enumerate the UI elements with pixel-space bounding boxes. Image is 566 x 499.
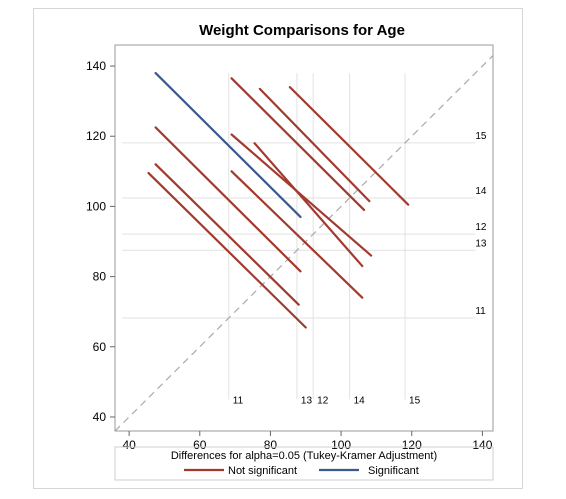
bottom-level-label-13: 13 [301, 395, 313, 406]
not-significant-segment-9 [258, 87, 371, 203]
x-tick-label-40: 40 [122, 438, 136, 452]
lines-of-means-chart: Weight Comparisons for Age 1111131312121… [86, 22, 494, 481]
legend-box [114, 446, 494, 481]
y-tick-label-100: 100 [86, 199, 106, 213]
not-significant-segment-2 [154, 163, 300, 306]
plot-area-border [114, 44, 494, 432]
chart-title: Weight Comparisons for Age [199, 22, 405, 39]
bottom-level-label-12: 12 [317, 395, 329, 406]
not-significant-segment-5 [230, 170, 364, 299]
not-significant-segment-8 [253, 142, 364, 268]
legend-label-significant: Significant [368, 465, 419, 477]
right-level-label-12: 12 [475, 222, 487, 233]
x-tick-label-120: 120 [402, 438, 422, 452]
right-level-label-15: 15 [475, 131, 487, 142]
x-tick-label-80: 80 [264, 438, 278, 452]
mean-labels: 11 11 13 13 12 12 14 14 15 15 [233, 131, 487, 407]
not-significant-segment-7 [230, 77, 366, 212]
axes: 40 60 80 100 120 140 40 60 80 100 120 140 [86, 59, 493, 452]
y-tick-label-60: 60 [93, 340, 107, 354]
right-level-label-14: 14 [475, 186, 487, 197]
legend-label-not-significant: Not significant [228, 465, 297, 477]
legend-title: Differences for alpha=0.05 (Tukey-Kramer… [171, 450, 437, 462]
right-level-label-11: 11 [475, 306, 486, 317]
chart-frame: Weight Comparisons for Age 11 11 13 13 12 12 1… [33, 8, 523, 489]
significant-segment-4 [154, 71, 302, 219]
y-tick-label-140: 140 [86, 59, 106, 73]
bottom-level-label-15: 15 [409, 395, 421, 406]
y-tick-label-120: 120 [86, 129, 106, 143]
y-tick-label-40: 40 [93, 410, 107, 424]
not-significant-segment-1 [147, 171, 307, 329]
y-tick-label-80: 80 [93, 270, 107, 284]
legend: Differences for alpha=0.05 (Tukey-Kramer… [114, 446, 494, 481]
x-tick-label-60: 60 [193, 438, 207, 452]
right-level-label-13: 13 [475, 238, 487, 249]
not-significant-segment-10 [288, 86, 410, 206]
not-significant-segment-3 [154, 126, 302, 273]
bottom-level-label-11: 11 [233, 395, 244, 406]
bottom-level-label-14: 14 [354, 395, 366, 406]
x-tick-label-100: 100 [331, 438, 351, 452]
comparison-segments [147, 71, 410, 329]
x-tick-label-140: 140 [472, 438, 492, 452]
diagonal-reference-line [114, 55, 494, 432]
